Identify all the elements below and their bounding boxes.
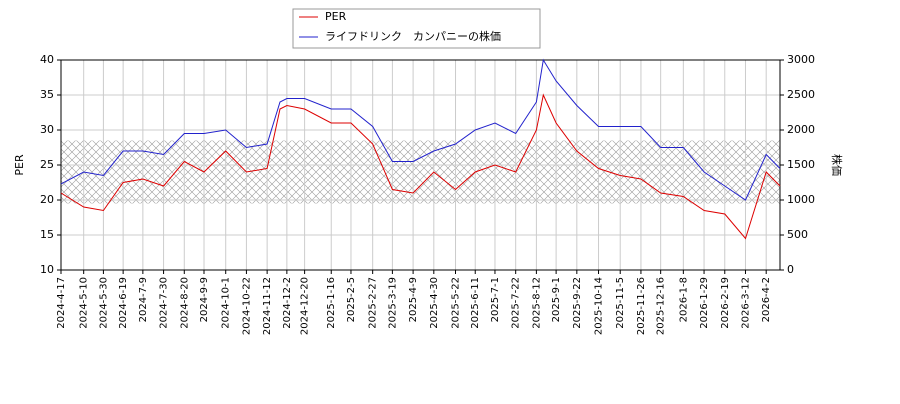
y2-tick-label: 2500 (787, 88, 815, 101)
x-tick-label: 2025-7-1 (490, 277, 501, 322)
x-tick-label: 2024-12-2 (282, 277, 293, 329)
x-tick-label: 2024-8-20 (179, 277, 190, 329)
y-tick-label: 35 (40, 88, 54, 101)
x-tick-label: 2025-5-22 (451, 277, 462, 329)
x-tick-label: 2024-6-19 (118, 277, 129, 329)
y2-tick-label: 0 (787, 263, 794, 276)
x-tick-label: 2026-3-12 (740, 277, 751, 329)
y-tick-label: 30 (40, 123, 54, 136)
y-tick-label: 10 (40, 263, 54, 276)
y2-tick-label: 2000 (787, 123, 815, 136)
plot-frame (60, 59, 781, 271)
x-tick-label: 2025-11-5 (615, 277, 626, 329)
x-tick-label: 2024-10-1 (221, 277, 232, 329)
y-tick-label: 40 (40, 53, 54, 66)
x-tick-label: 2025-7-22 (511, 277, 522, 329)
x-tick-label: 2025-9-1 (551, 277, 562, 322)
x-tick-label: 2025-4-30 (429, 277, 440, 329)
series-line (60, 58, 781, 201)
band (61, 140, 780, 204)
x-tick-label: 2025-10-14 (594, 277, 605, 335)
y2-tick-label: 500 (787, 228, 808, 241)
y2-axis-label: 株価 (830, 154, 844, 176)
x-tick-label: 2024-7-30 (159, 277, 170, 329)
x-tick-label: 2025-12-16 (656, 277, 667, 335)
x-tick-label: 2025-2-27 (368, 277, 379, 329)
x-tick-label: 2025-6-11 (470, 277, 481, 329)
legend (292, 8, 541, 49)
legend-label: ライフドリンク カンパニーの株価 (325, 29, 501, 43)
x-tick-label: 2025-11-26 (636, 277, 647, 335)
y-tick-label: 15 (40, 228, 54, 241)
y2-tick-label: 1500 (787, 158, 815, 171)
x-tick-label: 2024-9-9 (199, 277, 210, 322)
x-tick-label: 2026-4-2 (761, 277, 772, 322)
x-tick-label: 2024-12-20 (300, 277, 311, 335)
x-tick-label: 2025-4-9 (408, 277, 419, 322)
x-tick-label: 2024-4-17 (56, 277, 67, 329)
legend-label: PER (325, 10, 347, 23)
x-tick-label: 2024-5-30 (98, 277, 109, 329)
y2-tick-label: 1000 (787, 193, 815, 206)
y-tick-label: 20 (40, 193, 54, 206)
x-tick-label: 2025-3-19 (387, 277, 398, 329)
x-tick-label: 2024-10-22 (241, 277, 252, 335)
plot-area: 10 15 20 25 30 35 40 0 500 1000 1500 2000 2500 3000 20… (40, 53, 815, 335)
x-tick-label: 2026-1-8 (678, 277, 689, 322)
x-tick-label: 2025-1-16 (326, 277, 337, 329)
x-tick-label: 2024-5-10 (79, 277, 90, 329)
x-tick-label: 2024-11-12 (262, 277, 273, 335)
y2-tick-label: 3000 (787, 53, 815, 66)
x-tick-label: 2026-2-19 (720, 277, 731, 329)
series-line (60, 93, 781, 240)
x-tick-label: 2025-9-22 (572, 277, 583, 329)
x-tick-label: 2025-2-5 (346, 277, 357, 322)
y-axis-label: PER (13, 154, 26, 176)
x-tick-label: 2026-1-29 (699, 277, 710, 329)
x-tick-label: 2025-8-12 (531, 277, 542, 329)
x-tick-label: 2024-7-9 (138, 277, 149, 322)
y-tick-label: 25 (40, 158, 54, 171)
